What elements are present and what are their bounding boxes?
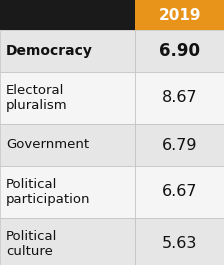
- Bar: [0, 72, 135, 124]
- Text: 6.67: 6.67: [162, 184, 197, 200]
- Text: 2019: 2019: [158, 7, 201, 23]
- Bar: [0, 124, 135, 166]
- Text: Political
participation: Political participation: [6, 178, 90, 206]
- Bar: [0, 166, 135, 218]
- Text: Political
culture: Political culture: [6, 230, 57, 258]
- Text: 6.90: 6.90: [159, 42, 200, 60]
- Text: 8.67: 8.67: [162, 91, 197, 105]
- Bar: [135, 166, 224, 218]
- Bar: [135, 0, 224, 30]
- Text: 6.79: 6.79: [162, 138, 197, 152]
- Bar: [135, 218, 224, 265]
- Bar: [0, 218, 135, 265]
- Bar: [0, 30, 135, 72]
- Bar: [135, 30, 224, 72]
- Bar: [135, 72, 224, 124]
- Text: Electoral
pluralism: Electoral pluralism: [6, 84, 68, 112]
- Bar: [135, 124, 224, 166]
- Bar: [0, 0, 135, 30]
- Text: Government: Government: [6, 139, 89, 152]
- Text: Democracy: Democracy: [6, 44, 93, 58]
- Text: 5.63: 5.63: [162, 236, 197, 251]
